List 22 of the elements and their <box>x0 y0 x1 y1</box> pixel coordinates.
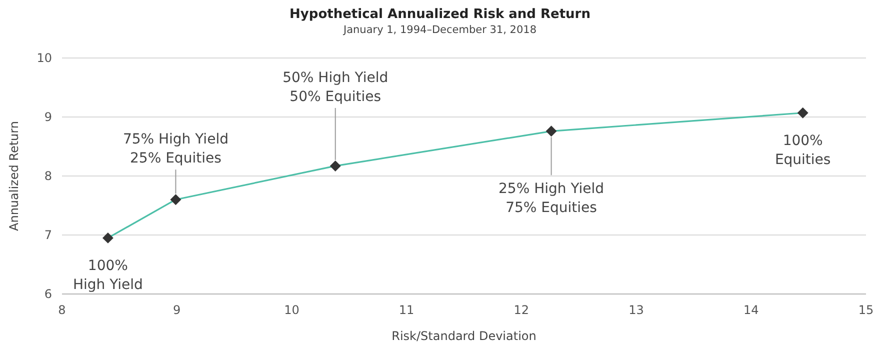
annotation: 100% High Yield <box>72 258 143 293</box>
y-axis-title: Annualized Return <box>7 121 21 231</box>
annotation: 100% Equities <box>774 132 831 168</box>
x-axis-title: Risk/Standard Deviation <box>392 329 536 343</box>
chart-subtitle: January 1, 1994–December 31, 2018 <box>342 24 537 36</box>
y-tick-label: 6 <box>44 287 52 302</box>
x-tick-label: 12 <box>514 303 530 317</box>
chart-title: Hypothetical Annualized Risk and Return <box>290 7 590 22</box>
x-tick-label: 15 <box>858 303 874 317</box>
x-tick-label: 10 <box>284 303 300 317</box>
annotation: 50% High Yield 50% Equities <box>282 70 388 105</box>
y-tick-label: 9 <box>44 110 52 124</box>
y-tick-label: 7 <box>44 228 52 242</box>
x-tick-label: 14 <box>744 303 759 317</box>
x-tick-label: 9 <box>173 303 181 317</box>
x-tick-label: 8 <box>58 303 66 317</box>
y-tick-label: 10 <box>36 51 52 66</box>
annotation: 75% High Yield 25% Equities <box>122 132 228 167</box>
x-tick-label: 13 <box>628 303 644 317</box>
y-tick-label: 8 <box>44 169 52 184</box>
annotation: 25% High Yield 75% Equities <box>498 181 604 216</box>
x-tick-label: 11 <box>398 303 414 317</box>
